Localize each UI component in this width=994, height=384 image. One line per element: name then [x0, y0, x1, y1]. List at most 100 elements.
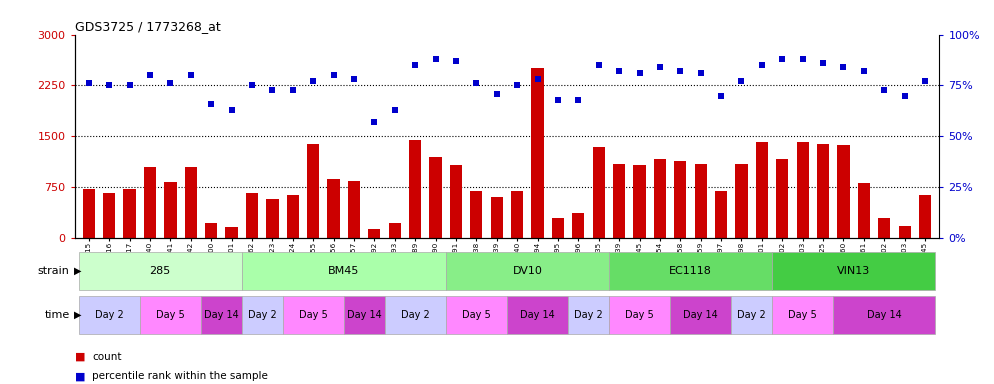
Text: Day 5: Day 5	[299, 310, 328, 320]
Bar	[633, 166, 646, 238]
Point	[897, 93, 912, 99]
Text: Day 2: Day 2	[248, 310, 276, 320]
Text: DV10: DV10	[512, 266, 543, 276]
Text: Day 5: Day 5	[462, 310, 491, 320]
Text: Day 5: Day 5	[625, 310, 654, 320]
Bar	[282, 296, 344, 334]
Point	[427, 56, 443, 62]
Bar	[368, 229, 381, 238]
Bar	[507, 296, 569, 334]
Bar	[573, 213, 584, 238]
Point	[571, 97, 586, 103]
Bar	[899, 225, 911, 238]
Bar	[185, 167, 197, 238]
Point	[917, 78, 933, 84]
Point	[367, 119, 383, 125]
Text: Day 14: Day 14	[204, 310, 239, 320]
Text: Day 5: Day 5	[788, 310, 817, 320]
Text: Day 2: Day 2	[738, 310, 766, 320]
Text: Day 5: Day 5	[156, 310, 185, 320]
Bar	[609, 296, 670, 334]
Text: percentile rank within the sample: percentile rank within the sample	[92, 371, 268, 381]
Bar	[123, 189, 136, 238]
Point	[795, 56, 811, 62]
Point	[672, 68, 688, 74]
Bar	[837, 145, 850, 238]
Bar	[140, 296, 201, 334]
Text: Day 14: Day 14	[520, 310, 555, 320]
Point	[631, 70, 647, 76]
Bar	[344, 296, 385, 334]
Text: ▶: ▶	[74, 266, 82, 276]
Bar	[755, 142, 768, 238]
Text: ▶: ▶	[74, 310, 82, 320]
Bar	[103, 193, 115, 238]
Point	[142, 72, 158, 78]
Bar	[776, 159, 788, 238]
Bar	[878, 218, 891, 238]
Point	[326, 72, 342, 78]
Bar	[511, 191, 523, 238]
Bar	[918, 195, 931, 238]
Text: Day 14: Day 14	[683, 310, 718, 320]
Point	[530, 76, 546, 83]
Point	[693, 70, 709, 76]
Point	[285, 86, 301, 93]
Bar	[385, 296, 445, 334]
Point	[224, 107, 240, 113]
Text: 285: 285	[149, 266, 171, 276]
Text: count: count	[92, 352, 122, 362]
Bar	[552, 218, 564, 238]
Bar	[242, 252, 445, 290]
Bar	[79, 296, 140, 334]
Bar	[79, 252, 242, 290]
Point	[774, 56, 790, 62]
Point	[489, 91, 505, 97]
Bar	[772, 296, 833, 334]
Bar	[592, 147, 604, 238]
Text: Day 2: Day 2	[401, 310, 429, 320]
Point	[346, 76, 362, 83]
Bar	[266, 199, 278, 238]
Bar	[569, 296, 609, 334]
Text: strain: strain	[38, 266, 70, 276]
Point	[305, 78, 321, 84]
Bar	[674, 161, 687, 238]
Bar	[445, 252, 609, 290]
Point	[203, 101, 219, 107]
Bar	[736, 164, 747, 238]
Point	[121, 83, 137, 89]
Point	[509, 83, 525, 89]
Bar	[201, 296, 242, 334]
Bar	[796, 142, 809, 238]
Bar	[242, 296, 282, 334]
Point	[611, 68, 627, 74]
Point	[81, 80, 96, 86]
Point	[468, 80, 484, 86]
Bar	[654, 159, 666, 238]
Bar	[144, 167, 156, 238]
Bar	[858, 183, 870, 238]
Bar	[246, 193, 258, 238]
Text: GDS3725 / 1773268_at: GDS3725 / 1773268_at	[75, 20, 221, 33]
Text: time: time	[45, 310, 70, 320]
Bar	[833, 296, 935, 334]
Point	[836, 64, 852, 70]
Text: Day 2: Day 2	[575, 310, 603, 320]
Bar	[613, 164, 625, 238]
Bar	[670, 296, 732, 334]
Text: ■: ■	[75, 352, 85, 362]
Text: Day 2: Day 2	[94, 310, 123, 320]
Bar	[732, 296, 772, 334]
Bar	[164, 182, 177, 238]
Point	[734, 78, 749, 84]
Bar	[695, 164, 707, 238]
Point	[264, 86, 280, 93]
Bar	[429, 157, 441, 238]
Point	[101, 83, 117, 89]
Point	[590, 62, 606, 68]
Point	[652, 64, 668, 70]
Bar	[491, 197, 503, 238]
Point	[753, 62, 769, 68]
Bar	[286, 195, 299, 238]
